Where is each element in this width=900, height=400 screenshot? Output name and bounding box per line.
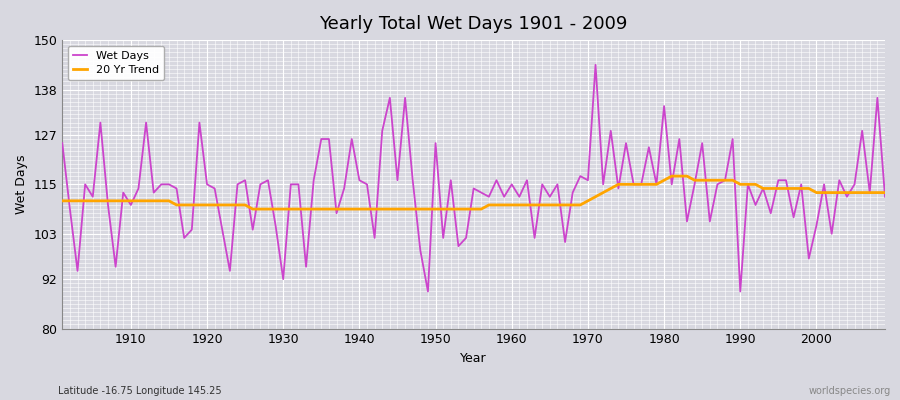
Wet Days <box>285 182 296 187</box>
Y-axis label: Wet Days: Wet Days <box>15 154 28 214</box>
Line: Wet Days: Wet Days <box>62 65 885 292</box>
Wet Days <box>514 194 525 199</box>
Wet Days <box>879 194 890 199</box>
Wet Days <box>118 190 129 195</box>
Legend: Wet Days, 20 Yr Trend: Wet Days, 20 Yr Trend <box>68 46 165 80</box>
20 Yr Trend <box>118 198 129 203</box>
X-axis label: Year: Year <box>460 352 487 365</box>
Wet Days <box>507 182 517 187</box>
Wet Days <box>57 141 68 146</box>
20 Yr Trend <box>879 190 890 195</box>
20 Yr Trend <box>248 207 258 212</box>
Line: 20 Yr Trend: 20 Yr Trend <box>62 176 885 209</box>
20 Yr Trend <box>666 174 677 178</box>
Wet Days <box>613 186 624 191</box>
20 Yr Trend <box>338 207 349 212</box>
20 Yr Trend <box>606 186 616 191</box>
20 Yr Trend <box>514 202 525 207</box>
Text: worldspecies.org: worldspecies.org <box>809 386 891 396</box>
Wet Days <box>422 289 433 294</box>
20 Yr Trend <box>293 207 304 212</box>
Wet Days <box>590 62 601 67</box>
20 Yr Trend <box>507 202 517 207</box>
20 Yr Trend <box>57 198 68 203</box>
Wet Days <box>331 211 342 216</box>
Title: Yearly Total Wet Days 1901 - 2009: Yearly Total Wet Days 1901 - 2009 <box>320 15 628 33</box>
Text: Latitude -16.75 Longitude 145.25: Latitude -16.75 Longitude 145.25 <box>58 386 222 396</box>
